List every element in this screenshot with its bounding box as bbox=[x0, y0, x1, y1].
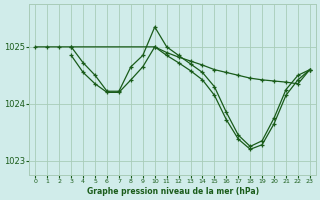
X-axis label: Graphe pression niveau de la mer (hPa): Graphe pression niveau de la mer (hPa) bbox=[87, 187, 259, 196]
